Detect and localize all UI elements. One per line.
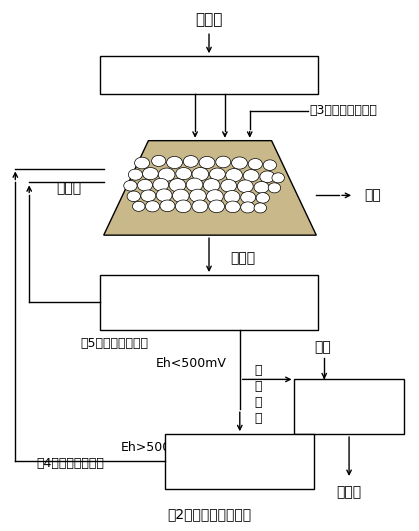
Ellipse shape (260, 171, 275, 183)
Text: 石灰: 石灰 (314, 340, 331, 355)
Ellipse shape (169, 178, 186, 192)
Ellipse shape (132, 201, 145, 211)
Ellipse shape (192, 200, 208, 213)
Ellipse shape (232, 157, 247, 169)
Ellipse shape (216, 156, 231, 168)
Ellipse shape (243, 169, 259, 182)
Ellipse shape (158, 168, 175, 181)
Ellipse shape (272, 173, 285, 183)
Bar (100, 275, 318, 330)
Bar (295, 380, 403, 434)
Bar (165, 434, 314, 489)
Text: 矿渣: 矿渣 (364, 189, 381, 202)
Ellipse shape (142, 167, 158, 179)
Text: （1）破碎至-30mm: （1）破碎至-30mm (159, 68, 259, 82)
Ellipse shape (124, 181, 137, 191)
Ellipse shape (210, 168, 225, 180)
Text: （5）尾液噴淤浸出: （5）尾液噴淤浸出 (81, 337, 149, 350)
Ellipse shape (160, 200, 175, 212)
Ellipse shape (254, 203, 266, 213)
Ellipse shape (224, 191, 240, 203)
Ellipse shape (186, 178, 203, 191)
Ellipse shape (128, 169, 142, 180)
Text: 离子交换
吸附系统: 离子交换 吸附系统 (192, 285, 226, 319)
Text: 鑷矿石: 鑷矿石 (195, 12, 222, 27)
Ellipse shape (248, 159, 262, 169)
Ellipse shape (225, 201, 241, 213)
Ellipse shape (176, 167, 191, 179)
Ellipse shape (134, 157, 150, 169)
Text: 生物接触
氧化槽: 生物接触 氧化槽 (223, 444, 256, 478)
Text: （3）硫酸酸化浸出: （3）硫酸酸化浸出 (309, 104, 377, 117)
Ellipse shape (241, 202, 255, 213)
Ellipse shape (183, 156, 198, 167)
Text: 吸
附
尾
液: 吸 附 尾 液 (255, 364, 262, 425)
Text: 试验堆: 试验堆 (57, 182, 82, 195)
Ellipse shape (192, 167, 209, 181)
Ellipse shape (226, 168, 242, 182)
Ellipse shape (256, 193, 269, 203)
Ellipse shape (176, 200, 191, 213)
Text: （4）细菌氧化浸鑄: （4）细菌氧化浸鑄 (36, 457, 104, 470)
Ellipse shape (152, 156, 166, 166)
Ellipse shape (268, 183, 281, 193)
Text: （2）细菌氧化剂制备: （2）细菌氧化剂制备 (167, 508, 251, 521)
Ellipse shape (209, 200, 225, 213)
Ellipse shape (238, 180, 253, 193)
Text: 废水处
理系统: 废水处 理系统 (336, 390, 362, 423)
Polygon shape (104, 141, 316, 235)
Text: Eh>500mV: Eh>500mV (155, 321, 226, 334)
Ellipse shape (263, 160, 277, 170)
Ellipse shape (145, 201, 160, 212)
Ellipse shape (221, 179, 237, 192)
Ellipse shape (153, 178, 169, 191)
Ellipse shape (189, 189, 206, 202)
Text: 尾矿库: 尾矿库 (336, 485, 362, 499)
Ellipse shape (167, 157, 182, 168)
Ellipse shape (141, 190, 156, 202)
Ellipse shape (173, 189, 189, 202)
Ellipse shape (207, 190, 223, 203)
Ellipse shape (254, 182, 269, 193)
Text: 浸出液: 浸出液 (230, 251, 255, 265)
Ellipse shape (137, 179, 153, 191)
Bar (100, 56, 318, 94)
Ellipse shape (241, 192, 256, 203)
Ellipse shape (156, 189, 172, 202)
Text: Eh<500mV: Eh<500mV (155, 357, 226, 370)
Text: Eh>500mV: Eh>500mV (121, 441, 191, 453)
Ellipse shape (203, 178, 220, 192)
Ellipse shape (127, 191, 140, 202)
Ellipse shape (199, 157, 215, 168)
